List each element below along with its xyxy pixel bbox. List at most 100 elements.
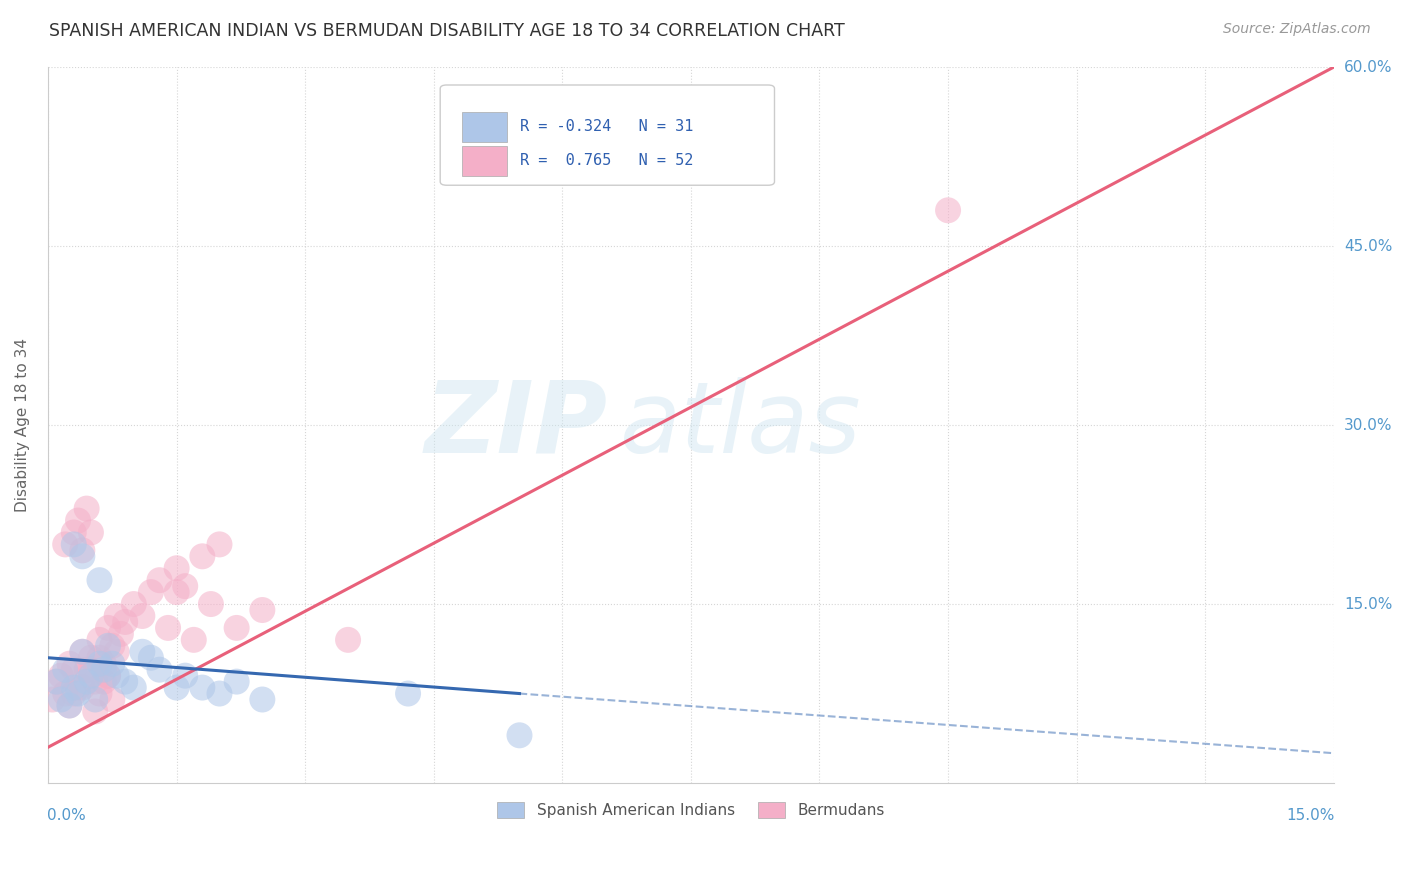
Text: atlas: atlas [620,376,862,474]
Point [67,514,90,528]
Point [139,650,162,665]
Point [62,663,84,677]
Point [148,663,170,677]
Point [72,681,94,695]
FancyBboxPatch shape [440,85,775,186]
Point [72,645,94,659]
Text: 60.0%: 60.0% [1344,60,1392,75]
Point [89,632,111,647]
Point [337,632,360,647]
Point [252,692,274,706]
Point [62,687,84,701]
Point [80,525,103,540]
Point [67,687,90,701]
Point [67,681,90,695]
Point [191,681,214,695]
Point [936,203,959,218]
Point [53,687,76,701]
Point [191,549,214,564]
Text: 45.0%: 45.0% [1344,238,1392,253]
Point [45,674,67,689]
Point [131,609,153,624]
Point [131,645,153,659]
Point [62,537,84,551]
Point [174,668,197,682]
Point [183,632,205,647]
Point [41,692,63,706]
Point [508,728,530,742]
Point [62,525,84,540]
Point [53,663,76,677]
Point [76,663,98,677]
Point [97,668,120,682]
Text: R = -0.324   N = 31: R = -0.324 N = 31 [520,119,693,134]
Point [58,698,80,713]
Point [49,668,72,682]
FancyBboxPatch shape [463,112,508,142]
Point [58,698,80,713]
Point [101,657,124,671]
Point [72,549,94,564]
Point [122,681,145,695]
Point [252,603,274,617]
Point [225,621,247,635]
Point [93,674,115,689]
Point [396,687,419,701]
Point [93,657,115,671]
Point [89,650,111,665]
Point [101,692,124,706]
Point [62,681,84,695]
Point [80,668,103,682]
Point [200,597,222,611]
Point [208,687,231,701]
Point [174,579,197,593]
Legend: Spanish American Indians, Bermudans: Spanish American Indians, Bermudans [489,794,893,825]
Point [97,668,120,682]
Point [49,692,72,706]
Text: ZIP: ZIP [425,376,607,474]
Point [105,645,128,659]
Text: R =  0.765   N = 52: R = 0.765 N = 52 [520,153,693,169]
Point [225,674,247,689]
Point [122,597,145,611]
Point [114,674,136,689]
Point [72,645,94,659]
Point [157,621,180,635]
Point [53,537,76,551]
Text: 0.0%: 0.0% [46,808,86,823]
Point [166,561,188,575]
Point [84,674,107,689]
Point [58,657,80,671]
Point [114,615,136,629]
Point [45,674,67,689]
Point [148,573,170,587]
Point [101,639,124,653]
FancyBboxPatch shape [463,146,508,176]
Point [89,657,111,671]
Point [76,501,98,516]
Y-axis label: Disability Age 18 to 34: Disability Age 18 to 34 [15,338,30,512]
Point [84,705,107,719]
Point [139,585,162,599]
Point [105,668,128,682]
Text: 30.0%: 30.0% [1344,417,1392,433]
Point [208,537,231,551]
Point [84,692,107,706]
Point [110,627,132,641]
Point [89,573,111,587]
Point [97,639,120,653]
Point [93,663,115,677]
Text: 15.0%: 15.0% [1344,597,1392,612]
Point [76,674,98,689]
Point [80,663,103,677]
Text: SPANISH AMERICAN INDIAN VS BERMUDAN DISABILITY AGE 18 TO 34 CORRELATION CHART: SPANISH AMERICAN INDIAN VS BERMUDAN DISA… [49,22,845,40]
Point [166,681,188,695]
Point [166,585,188,599]
Point [89,687,111,701]
Point [97,621,120,635]
Text: 15.0%: 15.0% [1286,808,1336,823]
Text: Source: ZipAtlas.com: Source: ZipAtlas.com [1223,22,1371,37]
Point [72,543,94,558]
Point [80,650,103,665]
Point [105,609,128,624]
